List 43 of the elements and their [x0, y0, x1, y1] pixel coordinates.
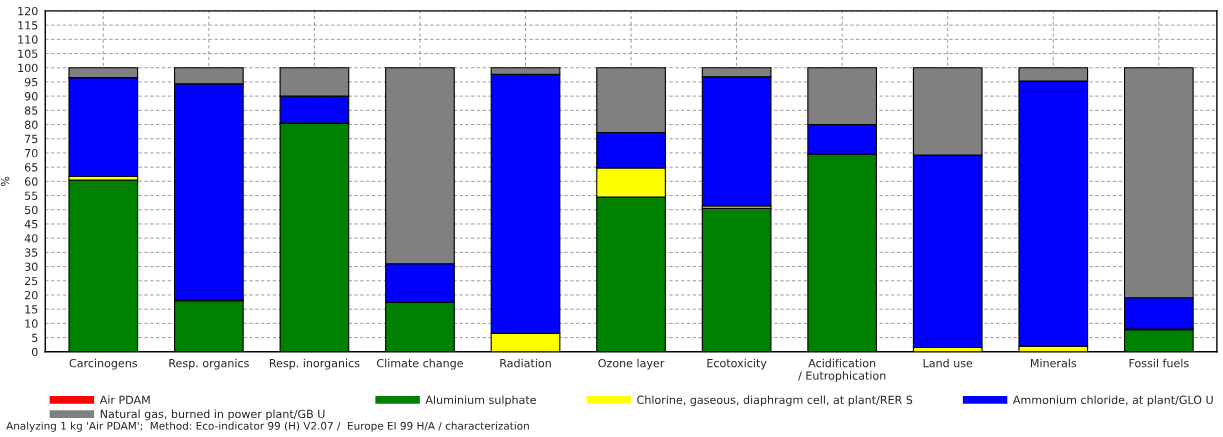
y-tick-label: 105	[18, 49, 38, 58]
y-tick-label: 20	[24, 290, 38, 300]
y-tick-label: 70	[25, 148, 38, 158]
y-tick-label: 90	[24, 92, 38, 101]
legend-label: Ammonium chloride, at plant/GLO U	[1012, 395, 1213, 407]
y-tick-label: 80	[24, 120, 38, 129]
legend-label: Natural gas, burned in power plant/GB U	[100, 409, 325, 421]
legend-label: Chlorine, gaseous, diaphragm cell, at plant/RER S	[637, 395, 913, 407]
y-tick-label: 95	[24, 77, 38, 87]
legend-label: Aluminium sulphate	[425, 395, 536, 407]
y-tick-label: 10	[25, 319, 38, 328]
x-tick-label: Ecotoxicity	[707, 358, 767, 370]
y-tick-label: 30	[25, 262, 38, 271]
y-tick-label: 0	[31, 347, 38, 357]
y-tick-label: 85	[24, 106, 38, 115]
y-tick-label: 75	[25, 134, 38, 144]
x-tick-label: Carcinogens	[69, 358, 138, 370]
y-axis-title: %	[0, 176, 10, 187]
y-tick-label: 25	[24, 276, 38, 286]
y-tick-label: 100	[18, 63, 38, 73]
x-tick-label: Ozone layer	[598, 358, 665, 370]
x-tick-label: Climate change	[377, 358, 463, 370]
y-tick-label: 5	[32, 333, 38, 342]
text: Analyzing 1 kg 'Air PDAM'; Method: Eco-indicator 99 (H) V2.07 / Europe EI 99 H/A / characterization	[6, 421, 529, 432]
x-tick-label: Fossil fuels	[1129, 358, 1189, 368]
x-tick-label: Minerals	[1030, 358, 1077, 368]
y-tick-label: 40	[24, 234, 38, 243]
x-tick-label: Resp. inorganics	[269, 358, 360, 370]
y-tick-label: 65	[24, 163, 38, 172]
y-tick-label: 110	[18, 35, 38, 44]
y-tick-label: 15	[25, 305, 38, 314]
y-tick-label: 115	[18, 21, 38, 30]
y-tick-label: 35	[25, 248, 38, 257]
x-tick-label: Land use	[923, 358, 973, 368]
x-tick-label: Acidification / Eutrophication	[798, 358, 886, 382]
y-tick-label: 50	[25, 205, 38, 215]
y-tick-label: 55	[25, 191, 38, 200]
legend-label: Air PDAM	[99, 395, 150, 404]
x-tick-label: Radiation	[500, 358, 551, 368]
y-tick-label: 45	[24, 220, 38, 229]
y-tick-label: 120	[18, 6, 38, 16]
y-tick-label: 60	[24, 177, 38, 186]
x-tick-label: Resp. organics	[169, 358, 249, 370]
